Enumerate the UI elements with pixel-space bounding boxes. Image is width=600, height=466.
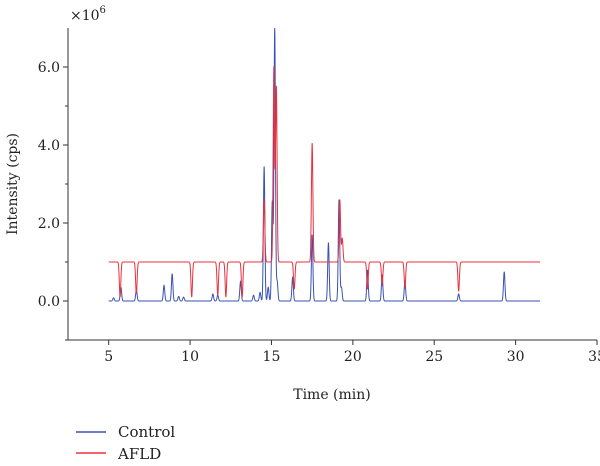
x-tick-label: 10 [181, 349, 199, 365]
x-tick-label: 25 [425, 349, 443, 365]
y-axis-title: Intensity (cps) [5, 133, 21, 235]
y-tick-label: 6.0 [38, 60, 60, 76]
x-axis-title: Time (min) [293, 387, 371, 403]
series-layer [108, 27, 541, 302]
series-line-afld [108, 66, 541, 298]
y-tick-label: 4.0 [38, 138, 60, 154]
legend-label-afld: AFLD [117, 445, 161, 463]
legend: Control AFLD [76, 423, 175, 463]
x-tick-label: 35 [588, 349, 600, 365]
y-tick-label: 2.0 [38, 216, 60, 232]
x-axis-ticks: 5 10 15 20 25 30 35 [104, 340, 600, 365]
series-line-control [108, 27, 541, 302]
y-axis-ticks: 0.0 2.0 4.0 6.0 [38, 60, 68, 341]
x-tick-label: 30 [507, 349, 525, 365]
legend-label-control: Control [118, 423, 175, 441]
x-tick-label: 15 [263, 349, 281, 365]
x-tick-label: 20 [344, 349, 362, 365]
y-tick-label: 0.0 [38, 294, 60, 310]
x-tick-label: 5 [104, 349, 113, 365]
y-axis-exponent: ×106 [70, 5, 106, 24]
